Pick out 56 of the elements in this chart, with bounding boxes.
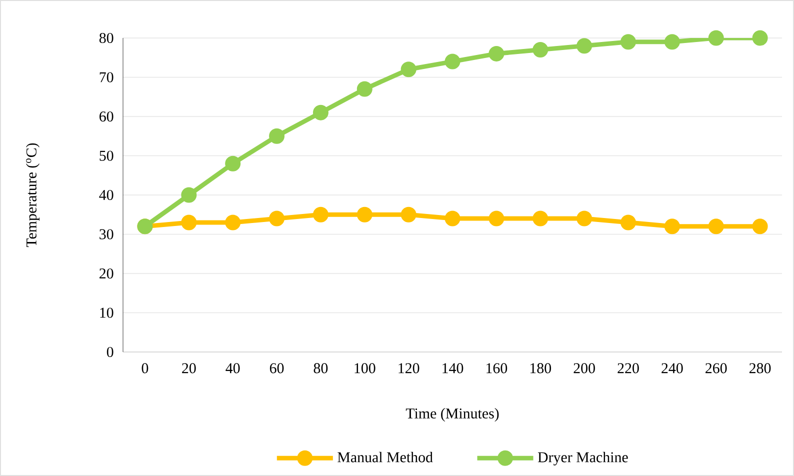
point [312, 104, 328, 120]
legend-label: Manual Method [338, 452, 433, 462]
x-tick-label: 140 [442, 363, 464, 374]
point [532, 210, 548, 226]
point [225, 156, 241, 172]
x-tick-label: 220 [618, 363, 639, 374]
x-tick-label: 0 [142, 363, 148, 374]
point [576, 210, 592, 226]
point [356, 206, 372, 222]
point [181, 187, 197, 203]
x-tick-label: 280 [749, 363, 771, 374]
y-tick-label: 40 [99, 190, 114, 200]
x-tick-label: 120 [398, 363, 420, 374]
point [181, 214, 197, 230]
point [752, 30, 768, 46]
point [312, 206, 328, 222]
y-tick-label: 80 [99, 32, 114, 44]
y-tick-label: 50 [100, 150, 114, 161]
point [620, 34, 636, 50]
x-tick-label: 100 [354, 363, 376, 374]
point [708, 30, 724, 46]
point [576, 38, 592, 54]
x-tick-label: 40 [226, 363, 240, 374]
point [488, 46, 504, 62]
x-tick-label: 180 [530, 363, 552, 374]
x-tick-label: 20 [182, 363, 196, 374]
x-tick-label: 60 [270, 363, 284, 374]
point [620, 214, 636, 230]
x-tick-label: 260 [706, 363, 727, 374]
point [269, 210, 285, 226]
legend-label: Dryer Machine [538, 452, 628, 466]
point [664, 34, 680, 50]
y-tick-label: 0 [106, 346, 114, 358]
x-tick-label: 240 [662, 363, 683, 374]
point [752, 218, 768, 234]
y-tick-label: 10 [100, 308, 114, 318]
point [269, 128, 285, 144]
y-tick-label: 70 [100, 72, 114, 82]
y-tick-label: 20 [100, 268, 114, 279]
point [356, 81, 372, 97]
point [532, 42, 548, 58]
x-tick-label: 200 [574, 363, 595, 374]
y-tick-label: 30 [100, 229, 114, 240]
point [444, 54, 460, 70]
point [708, 218, 724, 234]
y-axis-title: Temperature ($^{o}$C) [26, 143, 40, 248]
x-tick-label: 80 [314, 363, 328, 374]
x-axis-title: Time (Minutes) [406, 408, 499, 422]
point [488, 210, 504, 226]
point [664, 218, 680, 234]
y-tick-label: 60 [100, 111, 114, 122]
x-tick-label: 160 [486, 363, 508, 374]
point [444, 210, 460, 226]
point [400, 62, 416, 78]
point [400, 206, 416, 222]
point [225, 214, 241, 230]
